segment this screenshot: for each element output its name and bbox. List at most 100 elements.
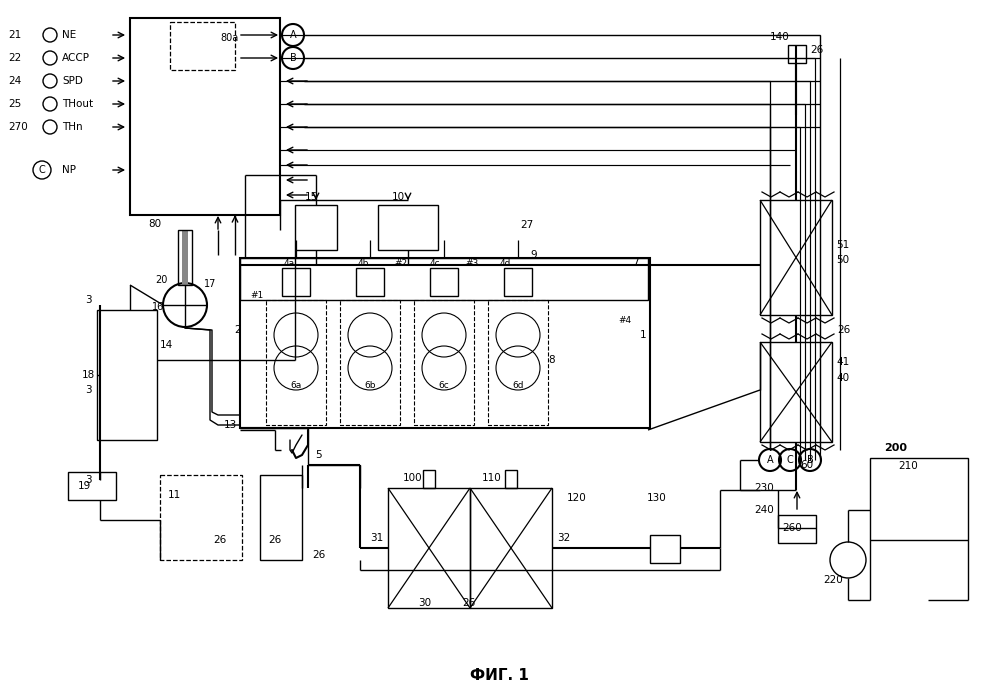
Text: #4: #4: [618, 316, 631, 325]
Text: C: C: [39, 165, 45, 175]
Bar: [182, 230, 188, 285]
Text: 5: 5: [315, 450, 322, 460]
Text: 26: 26: [312, 550, 326, 560]
Bar: [340, 300, 400, 425]
Text: #3: #3: [465, 259, 479, 268]
Text: 31: 31: [370, 533, 384, 543]
Bar: [760, 342, 832, 442]
Bar: [423, 470, 435, 488]
Bar: [788, 45, 806, 63]
Text: 6c: 6c: [439, 380, 450, 389]
Text: NE: NE: [62, 30, 76, 40]
Bar: [388, 488, 470, 608]
Text: THout: THout: [62, 99, 93, 109]
Text: NP: NP: [62, 165, 76, 175]
Text: 6a: 6a: [291, 380, 302, 389]
Text: 13: 13: [224, 420, 237, 430]
Text: 21: 21: [8, 30, 21, 40]
Bar: [266, 300, 326, 425]
Text: 30: 30: [418, 598, 432, 608]
Bar: [650, 535, 680, 563]
Text: 240: 240: [754, 505, 774, 515]
Text: 18: 18: [82, 370, 95, 380]
Text: 26: 26: [213, 535, 226, 545]
Text: 100: 100: [403, 473, 423, 483]
Text: 260: 260: [782, 523, 802, 533]
Text: 50: 50: [836, 255, 849, 265]
Text: 15: 15: [305, 192, 319, 202]
Text: A: A: [290, 30, 297, 40]
Text: 6d: 6d: [512, 380, 523, 389]
Bar: [488, 300, 548, 425]
Text: ACCP: ACCP: [62, 53, 90, 63]
Text: 1: 1: [640, 330, 646, 340]
Text: 27: 27: [520, 220, 533, 230]
Text: 9: 9: [530, 250, 536, 260]
Text: 10: 10: [392, 192, 406, 202]
Bar: [504, 268, 532, 296]
Text: 41: 41: [836, 357, 849, 367]
Text: 3: 3: [85, 295, 92, 305]
Text: 26: 26: [810, 45, 823, 55]
Text: 6b: 6b: [365, 380, 376, 389]
Text: 120: 120: [567, 493, 586, 503]
Text: 17: 17: [204, 279, 217, 289]
Text: 230: 230: [754, 483, 774, 493]
Bar: [240, 258, 648, 300]
Text: 8: 8: [548, 355, 554, 365]
Text: 24: 24: [8, 76, 21, 86]
Text: 2: 2: [234, 325, 241, 335]
Text: 20: 20: [155, 275, 168, 285]
Bar: [778, 515, 816, 543]
Text: 130: 130: [647, 493, 666, 503]
Text: 7: 7: [632, 258, 638, 268]
Text: 270: 270: [8, 122, 28, 132]
Text: 22: 22: [8, 53, 21, 63]
Text: 16: 16: [152, 302, 164, 312]
Bar: [130, 18, 280, 215]
Text: 210: 210: [898, 461, 918, 471]
Bar: [170, 22, 235, 70]
Bar: [240, 258, 650, 428]
Text: ФИГ. 1: ФИГ. 1: [470, 667, 528, 682]
Text: #1: #1: [250, 291, 264, 300]
Text: 110: 110: [482, 473, 501, 483]
Bar: [430, 268, 458, 296]
Text: 200: 200: [884, 443, 907, 453]
Text: #2: #2: [394, 259, 408, 268]
Text: 4d: 4d: [500, 259, 511, 268]
Text: 11: 11: [168, 490, 181, 500]
Text: 4c: 4c: [430, 259, 441, 268]
Bar: [260, 475, 302, 560]
Bar: [356, 268, 384, 296]
Bar: [160, 475, 242, 560]
Text: 25: 25: [8, 99, 21, 109]
Text: B: B: [806, 455, 813, 465]
Text: 140: 140: [770, 32, 790, 42]
Bar: [870, 458, 968, 540]
Bar: [68, 472, 116, 500]
Text: A: A: [766, 455, 773, 465]
Text: 4b: 4b: [358, 259, 370, 268]
Text: 80a: 80a: [220, 33, 238, 43]
Text: C: C: [786, 455, 793, 465]
Text: 26: 26: [462, 598, 476, 608]
Bar: [295, 205, 337, 250]
Text: 19: 19: [78, 481, 91, 491]
Bar: [414, 300, 474, 425]
Text: 26: 26: [837, 325, 850, 335]
Bar: [378, 205, 438, 250]
Bar: [97, 310, 157, 440]
Bar: [178, 230, 192, 285]
Bar: [760, 200, 832, 315]
Text: 3: 3: [85, 385, 92, 395]
Text: 51: 51: [836, 240, 849, 250]
Text: 14: 14: [160, 340, 173, 350]
Text: 3: 3: [85, 475, 92, 485]
Text: 220: 220: [823, 575, 843, 585]
Text: 40: 40: [836, 373, 849, 383]
Text: 4a: 4a: [284, 259, 295, 268]
Text: THn: THn: [62, 122, 83, 132]
Text: 60: 60: [800, 460, 813, 470]
Bar: [282, 268, 310, 296]
